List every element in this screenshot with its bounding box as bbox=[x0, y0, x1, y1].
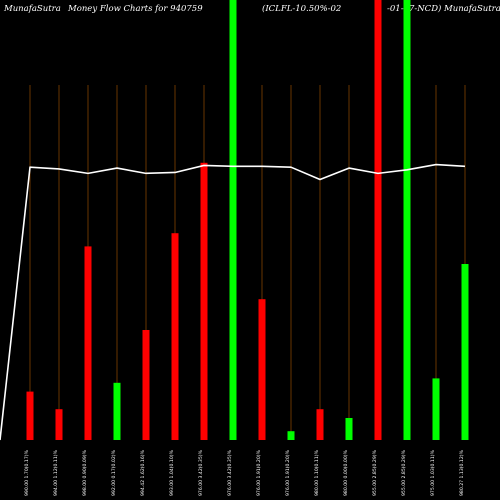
x-tick-label: 976.00 1.91(0.20)% bbox=[285, 449, 291, 496]
brand-title: MunafaSutra bbox=[4, 4, 61, 14]
instrument-name-part2: -01-27-NCD) MunafaSutra bbox=[387, 4, 500, 14]
x-tick-label: 994.00 1.12(0.11)% bbox=[53, 449, 59, 496]
bar bbox=[55, 409, 63, 440]
chart-subject: Money Flow Charts for 940759 bbox=[68, 4, 203, 14]
bar bbox=[113, 382, 121, 440]
bar bbox=[142, 330, 150, 440]
x-tick-label: 976.00 3.42(0.35)% bbox=[227, 449, 233, 496]
bar bbox=[461, 264, 469, 440]
bar bbox=[258, 299, 266, 440]
x-tick-label: 980.00 0.00(0.00)% bbox=[343, 449, 349, 496]
x-tick-label: 992.00 0.17(0.02)% bbox=[111, 449, 117, 496]
bar bbox=[171, 233, 179, 440]
x-tick-label: 980.27 1.13(0.12)% bbox=[459, 449, 465, 496]
x-tick-label: 955.00 2.85(0.29)% bbox=[401, 449, 407, 496]
x-tick-label: 993.00 1.04(0.10)% bbox=[169, 449, 175, 496]
x-tick-label: 976.00 1.91(0.20)% bbox=[256, 449, 262, 496]
x-tick-label: 990.00 1.70(0.17)% bbox=[24, 449, 30, 496]
x-tick-label: 955.00 2.85(0.29)% bbox=[372, 449, 378, 496]
bar bbox=[403, 0, 411, 440]
bar bbox=[374, 0, 382, 440]
instrument-name-part1: (ICLFL-10.50%-02 bbox=[262, 4, 342, 14]
bar bbox=[345, 418, 353, 440]
bar bbox=[316, 409, 324, 440]
bar bbox=[287, 431, 295, 440]
bar bbox=[26, 391, 34, 440]
x-tick-label: 975.00 1.03(0.11)% bbox=[430, 449, 436, 496]
bar bbox=[200, 162, 208, 441]
bar bbox=[84, 246, 92, 440]
x-tick-label: 980.00 1.10(0.11)% bbox=[314, 449, 320, 496]
x-tick-label: 998.00 0.90(0.09)% bbox=[82, 449, 88, 496]
x-tick-label: 976.00 3.42(0.35)% bbox=[198, 449, 204, 496]
bar bbox=[229, 0, 237, 440]
bar bbox=[432, 378, 440, 440]
x-tick-label: 994.42 1.62(0.16)% bbox=[140, 449, 146, 496]
money-flow-line bbox=[0, 163, 466, 441]
